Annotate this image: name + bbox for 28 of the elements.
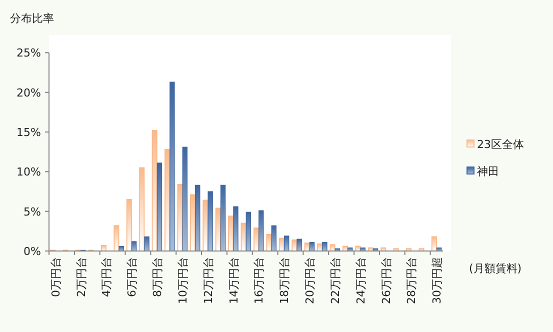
x-tick-label: 0万円台 — [49, 257, 62, 297]
legend-label: 神田 — [477, 165, 499, 178]
x-tick-label: 28万円台 — [405, 257, 418, 304]
y-tick-label: 15% — [16, 126, 41, 140]
x-tick-label: 2万円台 — [74, 257, 88, 297]
legend-item: 23区全体 — [466, 138, 524, 151]
x-tick-label: 6万円台 — [126, 257, 139, 297]
x-tick-label: 26万円台 — [380, 257, 393, 304]
x-axis-title: (月額賃料) — [469, 262, 522, 275]
legend-item: 神田 — [466, 165, 499, 178]
legend-label: 23区全体 — [477, 138, 524, 151]
y-tick-label: 20% — [16, 86, 41, 100]
y-tick-label: 25% — [16, 46, 41, 60]
x-tick-label: 8万円台 — [151, 257, 164, 297]
x-tick-label: 10万円台 — [176, 257, 190, 304]
x-tick-label: 20万円台 — [304, 257, 317, 304]
x-tick-label: 4万円台 — [100, 257, 114, 297]
y-tick-label: 0% — [24, 245, 41, 258]
y-axis-title: 分布比率 — [10, 12, 54, 25]
x-tick-label: 14万円台 — [227, 257, 240, 304]
x-tick-label: 30万円超 — [430, 257, 444, 304]
x-tick-label: 22万円台 — [328, 257, 342, 304]
x-tick-label: 24万円台 — [354, 257, 368, 304]
x-tick-label: 12万円台 — [202, 257, 215, 304]
y-tick-label: 5% — [24, 205, 41, 218]
x-tick-label: 16万円台 — [252, 257, 266, 304]
x-tick-label: 18万円台 — [278, 257, 292, 304]
y-tick-label: 10% — [16, 166, 41, 179]
